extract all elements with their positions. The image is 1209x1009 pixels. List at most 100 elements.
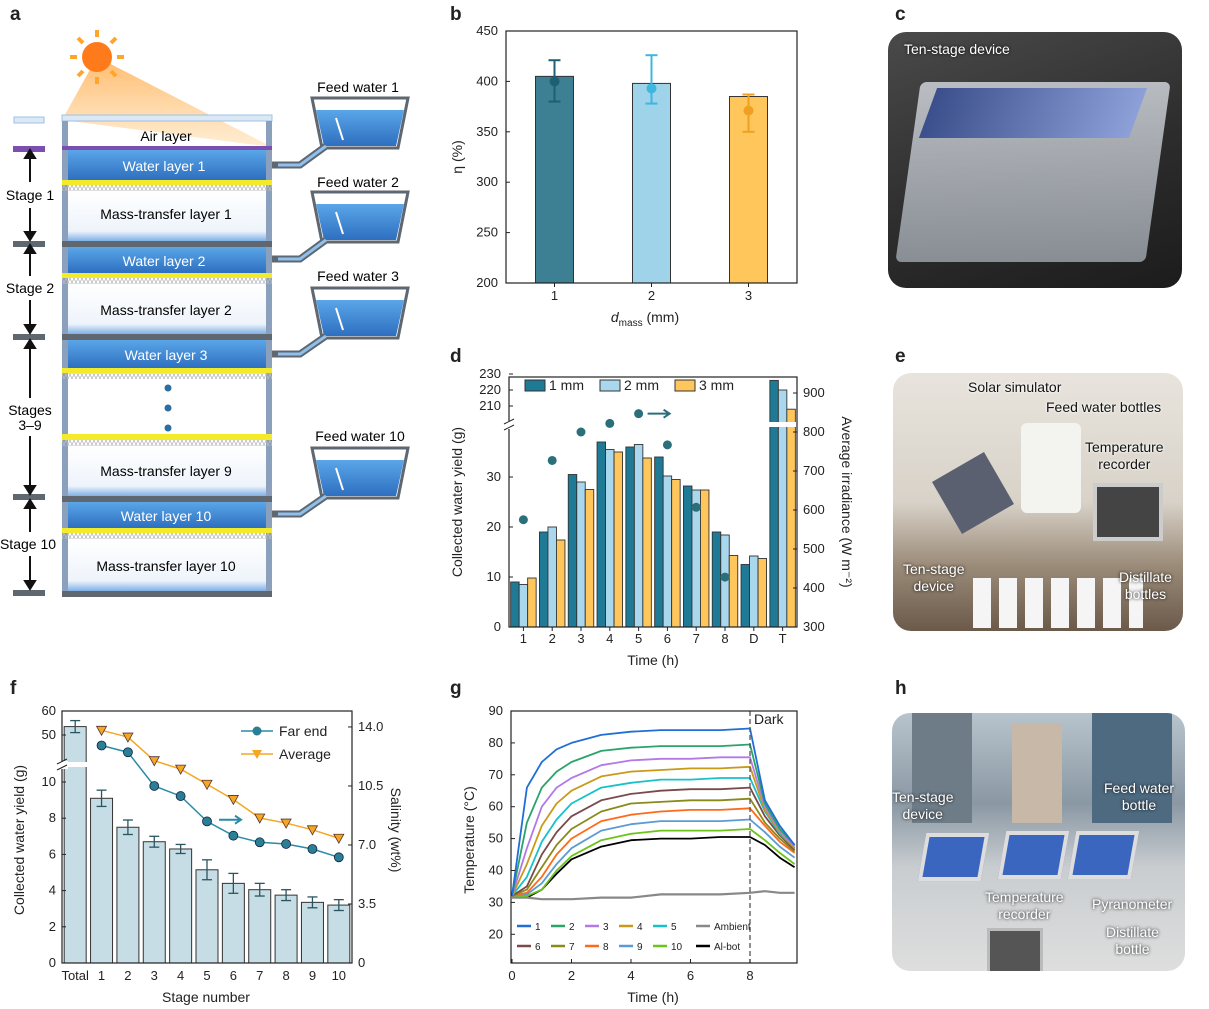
y-tick-label: 350: [476, 124, 498, 139]
salinity-point: [280, 818, 292, 829]
y-tick-label: 220: [479, 382, 501, 397]
bar-2-mm: [662, 475, 673, 628]
salinity-point: [281, 839, 291, 849]
bar: [327, 904, 351, 964]
x-tick-label: 7: [693, 631, 700, 646]
y-tick-label: 230: [479, 366, 501, 381]
label-feed-water-bottle: Feed water bottle: [1104, 780, 1174, 814]
salinity-point: [254, 837, 265, 848]
y-tick-label: 50: [42, 727, 56, 742]
series-line-Ambient: [512, 890, 795, 901]
y2-tick-label: 14.0: [358, 719, 383, 734]
bar: [116, 826, 140, 964]
x-tick-label: 8: [282, 968, 289, 983]
data-point: [743, 105, 754, 116]
axis-break-mark: [503, 418, 515, 431]
bar: [221, 882, 245, 964]
bar-3-mm: [613, 451, 624, 628]
water-layer-1-label: Water layer 1: [123, 158, 206, 174]
salinity-point: [201, 779, 213, 791]
legend-label: Average: [279, 746, 331, 762]
label-ten-stage-device: Ten-stage device: [903, 561, 964, 595]
salinity-point: [333, 852, 344, 863]
bar-1-mm: [769, 379, 779, 628]
label-line: Feed water: [1104, 780, 1175, 796]
x-tick-label: 8: [721, 631, 728, 646]
x-tick-label: 6: [664, 631, 671, 646]
label-line: recorder: [998, 906, 1051, 922]
y-tick-label: 30: [487, 469, 501, 484]
series-line-4: [511, 765, 796, 897]
series-line-5: [511, 777, 796, 897]
y-axis-label: η (%): [449, 140, 465, 173]
y-tick-label: 60: [489, 799, 503, 814]
legend-swatch: [524, 379, 546, 392]
salinity-point: [202, 816, 212, 827]
mass-transfer-layer-2-label: Mass-transfer layer 2: [100, 302, 232, 318]
bar: [169, 848, 193, 964]
bar-break-gap: [768, 422, 797, 427]
sun-icon: [70, 30, 124, 84]
panel-letter-d: d: [450, 346, 462, 367]
y2-tick-label: 400: [803, 580, 825, 595]
stages-3-9-range: 3–9: [18, 417, 42, 433]
x-tick-label: 3: [577, 631, 584, 646]
bar: [90, 797, 114, 964]
y2-tick-label: 0: [358, 955, 365, 970]
bar-2-mm: [518, 584, 529, 628]
y2-tick-label: 7.0: [358, 837, 376, 852]
bar-3-mm: [728, 555, 739, 628]
photo-ten-stage-device: Ten-stage device: [888, 32, 1182, 288]
label-solar-simulator: Solar simulator: [968, 379, 1062, 395]
legend-label: 4: [637, 922, 643, 933]
legend-label: 5: [671, 922, 677, 933]
panel-letter-e: e: [895, 346, 906, 367]
series-line-9: [511, 818, 796, 897]
x-tick-label: 0: [508, 968, 515, 983]
legend-label: Far end: [279, 723, 327, 739]
x-tick-label: 5: [635, 631, 642, 646]
y-tick-label: 20: [489, 926, 503, 941]
x-tick-label: 3: [745, 288, 752, 303]
salinity-line-Average: [101, 729, 340, 839]
stage-2-label: Stage 2: [6, 280, 54, 296]
salinity-point: [174, 764, 187, 775]
salinity-point: [122, 732, 134, 743]
y-tick-label: 80: [489, 735, 503, 750]
stage-1-label: Stage 1: [6, 187, 54, 203]
bar-2-mm: [547, 526, 557, 628]
legend-label: Al-bot: [714, 942, 740, 953]
salinity-point: [307, 844, 318, 854]
x-tick-label: 2: [549, 631, 556, 646]
series-line-3: [511, 756, 796, 897]
salinity-point: [306, 825, 319, 836]
label-line: Temperature: [985, 889, 1064, 905]
chart-b-efficiency: 1 2 3 200 250 300 350 400 450 dmass (mm) η (%): [449, 23, 798, 329]
axis-break: [56, 761, 68, 769]
x-axis-label: Time (h): [627, 652, 679, 668]
legend-label: 6: [535, 942, 541, 953]
salinity-point: [333, 833, 345, 845]
axis-break-mark: [56, 758, 68, 771]
irradiance-point: [518, 515, 528, 525]
bar-2-mm: [633, 444, 644, 628]
label-pyranometer: Pyranometer: [1092, 896, 1173, 912]
x-tick-label: 7: [256, 968, 263, 983]
x-tick-label: 1: [98, 968, 105, 983]
series-line-7: [511, 797, 796, 897]
bar-2-mm: [605, 449, 615, 628]
irradiance-point: [547, 455, 557, 465]
bar: [632, 82, 671, 284]
x-tick-label: Total: [61, 968, 89, 983]
panel-letter-f: f: [10, 678, 17, 699]
x-tick-label: 6: [687, 968, 694, 983]
bar-3-mm: [555, 539, 566, 628]
x-tick-label: 9: [309, 968, 316, 983]
x-axis-label: Stage number: [162, 989, 250, 1005]
y-tick-label: 450: [476, 23, 498, 38]
bar-3-mm: [527, 577, 537, 628]
y2-tick-label: 900: [803, 385, 825, 400]
y2-tick-label: 700: [803, 463, 825, 478]
label-feed-water-bottles: Feed water bottles: [1046, 399, 1162, 415]
bar-2-mm: [749, 555, 759, 628]
